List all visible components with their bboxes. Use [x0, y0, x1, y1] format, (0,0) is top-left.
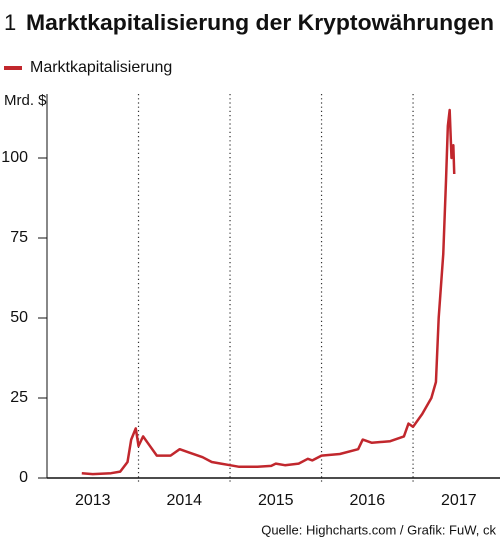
x-tick-label: 2015 [258, 492, 294, 509]
x-tick-label: 2014 [166, 492, 202, 509]
x-tick-label: 2013 [75, 492, 111, 509]
y-tick-label: 50 [10, 309, 28, 326]
source: Quelle: Highcharts.com / Grafik: FuW, ck [261, 522, 496, 537]
figure-number: 1 [4, 10, 16, 35]
y-tick-label: 75 [10, 229, 28, 246]
y-axis-label: Mrd. $ [4, 92, 47, 109]
x-tick-label: 2017 [441, 492, 477, 509]
y-tick-label: 0 [19, 469, 28, 486]
y-tick-label: 100 [1, 149, 28, 166]
legend-label: Marktkapitalisierung [30, 59, 172, 76]
chart-title: Marktkapitalisierung der Kryptowährungen [26, 10, 494, 35]
x-tick-label: 2016 [350, 492, 386, 509]
y-tick-label: 25 [10, 389, 28, 406]
line-series [81, 108, 456, 476]
